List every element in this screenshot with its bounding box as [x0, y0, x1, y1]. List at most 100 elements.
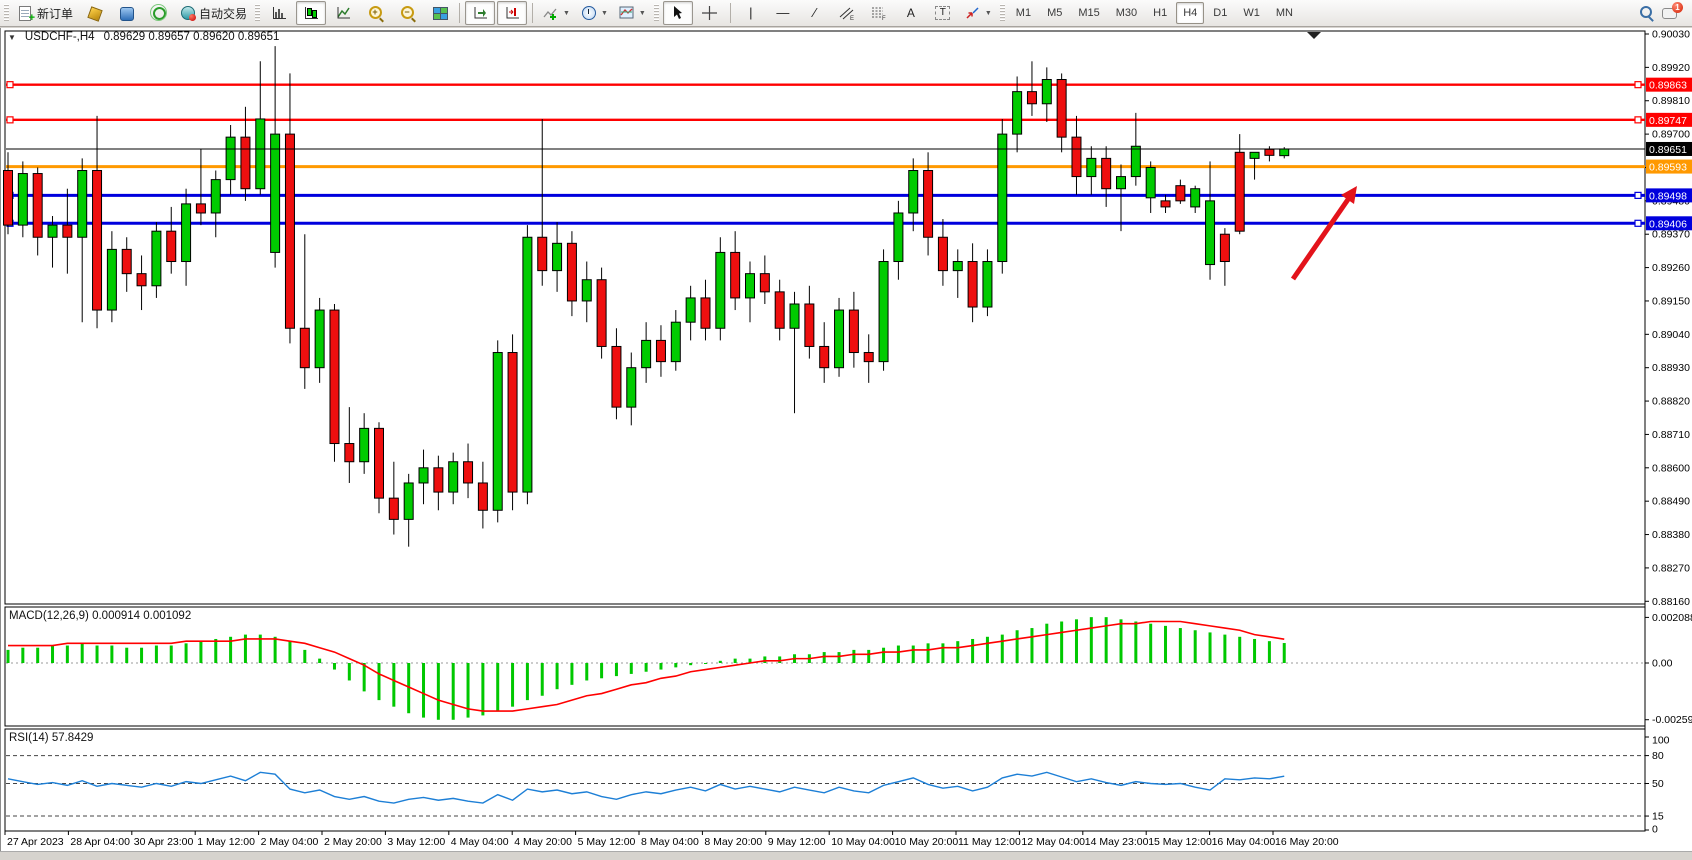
date-label: 5 May 12:00 — [578, 836, 636, 848]
macd-histogram-bar — [36, 647, 40, 663]
timeframe-MN[interactable]: MN — [1275, 7, 1293, 19]
timeframe-H1[interactable]: H1 — [1153, 7, 1168, 19]
new-order-button[interactable]: + 新订单 — [13, 1, 77, 25]
text-button[interactable]: A — [896, 1, 926, 25]
macd-histogram-bar — [600, 663, 604, 679]
line-handle[interactable] — [6, 81, 14, 89]
rsi-tick-label: 80 — [1652, 750, 1664, 762]
macd-histogram-bar — [956, 641, 960, 663]
macd-histogram-bar — [867, 649, 871, 663]
zoom-out-button[interactable]: − — [392, 1, 422, 25]
text-label-button[interactable]: T — [928, 1, 958, 25]
macd-histogram-bar — [1015, 630, 1019, 663]
chart-canvas[interactable]: 0.900300.899200.898100.897000.895900.894… — [1, 28, 1692, 851]
line-handle[interactable] — [1634, 191, 1642, 199]
toolbar: + 新订单 自动交易 + − ▼ ▼ ▼ — [0, 0, 1692, 27]
zoom-in-button[interactable]: + — [360, 1, 390, 25]
timeframe-M5[interactable]: M5 — [1047, 7, 1063, 19]
timeframe-D1[interactable]: D1 — [1213, 7, 1228, 19]
toolbar-grip[interactable] — [255, 4, 261, 22]
timeframe-W1[interactable]: W1 — [1243, 7, 1260, 19]
date-label: 8 May 04:00 — [641, 836, 699, 848]
line-handle[interactable] — [1634, 81, 1642, 89]
vertical-line-button[interactable]: | — [736, 1, 766, 25]
chart-shift-marker-icon[interactable] — [1307, 32, 1321, 39]
svg-text:F: F — [882, 16, 886, 21]
candle-body — [433, 467, 444, 493]
price-level-label — [1646, 77, 1692, 92]
price-tick-label: 0.89040 — [1652, 329, 1690, 341]
crosshair-button[interactable] — [695, 1, 725, 25]
tile-windows-button[interactable] — [424, 1, 454, 25]
macd-histogram-bar — [65, 645, 69, 663]
chart-menu-icon[interactable]: ▼ — [8, 32, 16, 42]
templates-button[interactable]: ▼ — [614, 1, 650, 25]
macd-histogram-bar — [1134, 621, 1138, 663]
search-icon[interactable] — [1640, 6, 1654, 22]
cursor-button[interactable] — [662, 1, 693, 25]
fibonacci-button[interactable]: F — [864, 1, 894, 25]
macd-histogram-bar — [674, 663, 678, 668]
auto-scroll-button[interactable] — [465, 1, 496, 25]
candle-body — [225, 136, 236, 181]
timeframe-M15[interactable]: M15 — [1078, 7, 1100, 19]
rsi-tick-label: 100 — [1652, 735, 1670, 747]
ohlc-values: 0.89629 0.89657 0.89620 0.89651 — [103, 31, 280, 43]
candlestick-chart-button[interactable] — [296, 1, 327, 25]
arrows-button[interactable]: ▼ — [960, 1, 996, 25]
periods-button[interactable]: ▼ — [576, 1, 612, 25]
candle-body — [967, 261, 978, 308]
main-chart-panel[interactable] — [4, 30, 1646, 605]
line-chart-button[interactable] — [328, 1, 358, 25]
trendline-button[interactable]: ∕ — [800, 1, 830, 25]
toolbar-grip[interactable] — [999, 4, 1005, 22]
candle-body — [522, 236, 533, 493]
timeframe-H4[interactable]: H4 — [1176, 2, 1205, 24]
price-level-label — [1646, 112, 1692, 127]
trend-arrow[interactable] — [1290, 196, 1352, 281]
candle-body — [1234, 151, 1245, 232]
date-label: 10 May 04:00 — [831, 836, 895, 848]
indicators-button[interactable]: ▼ — [538, 1, 574, 25]
toolbar-grip[interactable] — [4, 4, 9, 22]
toolbar-grip[interactable] — [653, 4, 659, 22]
macd-histogram-bar — [822, 652, 826, 663]
line-handle[interactable] — [1634, 116, 1642, 124]
editor-button[interactable] — [79, 1, 109, 25]
candle-body — [1071, 136, 1082, 178]
timeframe-M30[interactable]: M30 — [1115, 7, 1138, 19]
new-order-label: 新订单 — [37, 6, 74, 21]
profile-button[interactable] — [111, 1, 141, 25]
candle-body — [848, 309, 859, 354]
candle-body — [730, 251, 741, 299]
text-icon: A — [906, 6, 915, 20]
candlestick-chart-icon — [303, 5, 320, 21]
chevron-down-icon: ▼ — [638, 9, 646, 17]
equidistant-channel-button[interactable]: E — [832, 1, 862, 25]
macd-histogram-bar — [689, 663, 693, 666]
chart-shift-button[interactable] — [497, 1, 528, 25]
timeframe-M1[interactable]: M1 — [1015, 7, 1032, 19]
macd-histogram-bar — [1253, 638, 1257, 663]
auto-trading-button[interactable]: 自动交易 — [175, 1, 251, 25]
line-handle[interactable] — [1634, 219, 1642, 227]
signals-button[interactable] — [143, 1, 173, 25]
macd-histogram-bar — [80, 643, 84, 663]
macd-histogram-bar — [1089, 617, 1093, 663]
price-tick-label: 0.89260 — [1652, 262, 1690, 274]
macd-histogram-bar — [778, 656, 782, 663]
rsi-tick-label: 50 — [1652, 778, 1664, 790]
candle-body — [834, 309, 845, 369]
macd-histogram-bar — [6, 649, 10, 663]
text-label-icon: T — [934, 5, 951, 21]
bar-chart-button[interactable] — [264, 1, 294, 25]
horizontal-line-button[interactable]: — — [768, 1, 798, 25]
line-handle[interactable] — [6, 116, 14, 124]
macd-histogram-bar — [451, 663, 455, 720]
macd-panel[interactable] — [4, 606, 1646, 727]
candle-body — [77, 170, 88, 238]
notifications-icon[interactable]: 1 — [1662, 1, 1683, 21]
price-level-label-text: 0.89406 — [1649, 218, 1687, 230]
candle-body — [62, 224, 73, 238]
macd-histogram-bar — [511, 663, 515, 707]
